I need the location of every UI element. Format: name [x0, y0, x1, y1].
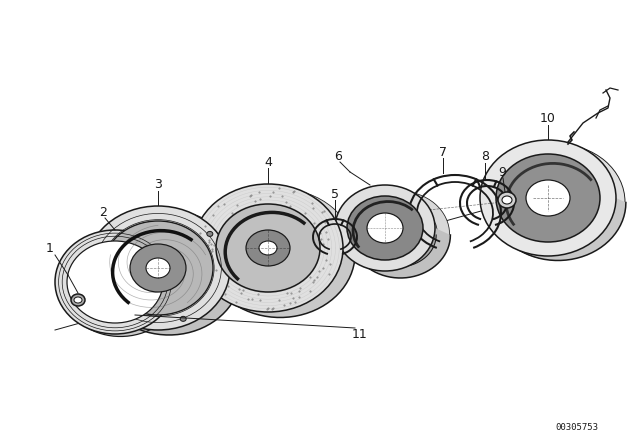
Ellipse shape	[97, 211, 241, 334]
Ellipse shape	[55, 230, 175, 334]
Polygon shape	[55, 282, 180, 336]
Polygon shape	[480, 198, 626, 260]
Ellipse shape	[496, 154, 600, 242]
Ellipse shape	[498, 192, 516, 208]
Ellipse shape	[74, 297, 82, 303]
Ellipse shape	[207, 232, 213, 237]
Text: 2: 2	[99, 206, 107, 219]
Polygon shape	[347, 229, 436, 267]
Text: 11: 11	[352, 328, 368, 341]
Ellipse shape	[130, 244, 186, 292]
Text: 8: 8	[481, 151, 489, 164]
Polygon shape	[218, 250, 332, 299]
Ellipse shape	[259, 241, 277, 255]
Text: 7: 7	[439, 146, 447, 159]
Ellipse shape	[113, 225, 223, 319]
Text: 1: 1	[46, 241, 54, 254]
Ellipse shape	[347, 196, 423, 260]
Ellipse shape	[505, 158, 609, 246]
Ellipse shape	[349, 191, 449, 277]
Ellipse shape	[480, 140, 616, 256]
Polygon shape	[335, 228, 451, 278]
Ellipse shape	[193, 184, 343, 312]
Text: 10: 10	[540, 112, 556, 125]
Polygon shape	[193, 248, 355, 318]
Ellipse shape	[335, 185, 435, 271]
Ellipse shape	[362, 202, 438, 266]
Text: 3: 3	[154, 178, 162, 191]
Ellipse shape	[367, 213, 403, 243]
Ellipse shape	[502, 196, 512, 204]
Ellipse shape	[146, 258, 170, 278]
Ellipse shape	[246, 230, 290, 266]
Ellipse shape	[526, 180, 570, 216]
Text: 00305753: 00305753	[555, 423, 598, 432]
Polygon shape	[86, 268, 241, 335]
Polygon shape	[496, 200, 608, 247]
Ellipse shape	[71, 294, 85, 306]
Text: 9: 9	[498, 165, 506, 178]
Ellipse shape	[204, 189, 355, 317]
Ellipse shape	[86, 206, 230, 330]
Ellipse shape	[216, 204, 320, 292]
Ellipse shape	[180, 316, 186, 321]
Ellipse shape	[103, 221, 213, 315]
Text: 5: 5	[331, 188, 339, 201]
Text: 4: 4	[264, 155, 272, 168]
Ellipse shape	[67, 241, 163, 323]
Ellipse shape	[489, 144, 625, 260]
Text: 6: 6	[334, 150, 342, 163]
